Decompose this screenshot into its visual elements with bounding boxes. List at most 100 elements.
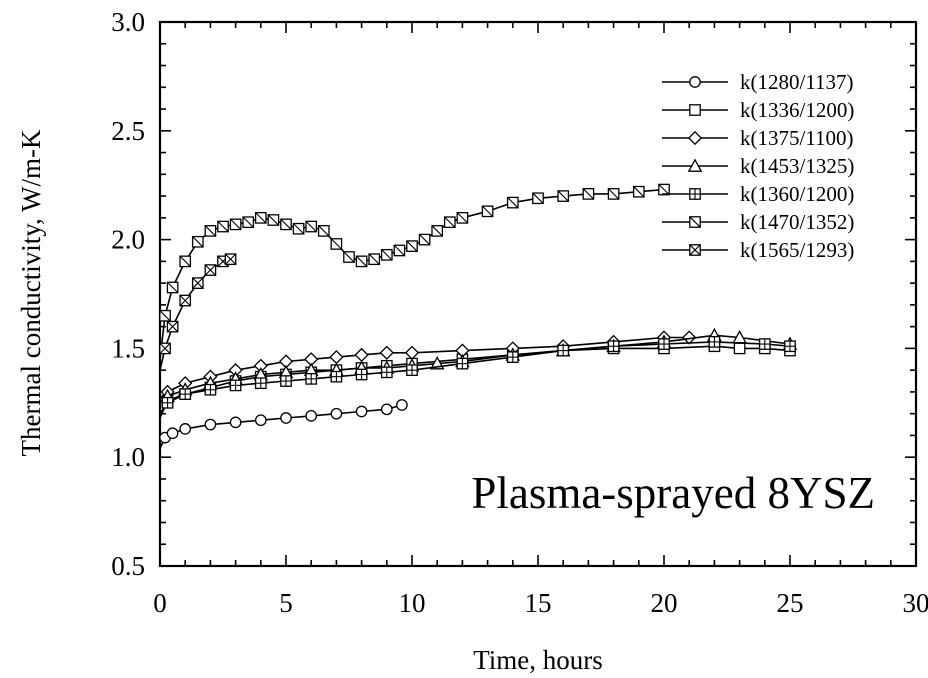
- data-point: [280, 412, 292, 424]
- data-point: [159, 342, 171, 355]
- x-tick-label: 5: [279, 588, 293, 618]
- data-point: [658, 338, 670, 350]
- data-point: [557, 344, 570, 357]
- data-point: [161, 396, 174, 409]
- x-tick-label: 0: [153, 588, 167, 618]
- data-point: [380, 366, 393, 379]
- data-point: [191, 277, 204, 289]
- data-point: [406, 364, 418, 377]
- y-tick-label: 1.5: [111, 333, 145, 363]
- data-point: [532, 192, 544, 205]
- data-point: [224, 253, 237, 266]
- axis-tick-labels: 0 5 10 15 20 25 30 0.5 1.0 1.5 2.0 2.5 3.0: [111, 7, 928, 618]
- legend-label: k(1360/1200): [740, 182, 854, 206]
- data-point: [159, 309, 171, 322]
- y-tick-label: 3.0: [111, 7, 145, 37]
- data-point: [396, 399, 408, 411]
- data-point: [242, 216, 255, 229]
- x-tick-label: 20: [651, 588, 678, 618]
- legend-label: k(1375/1100): [740, 126, 854, 150]
- x-tick-label: 25: [777, 588, 804, 618]
- y-axis-label: Thermal conductivity, W/m-K: [16, 129, 46, 456]
- data-point: [784, 340, 796, 353]
- data-point: [632, 185, 645, 198]
- legend: k(1280/1137) k(1336/1200) k(1375/1100) k(14…: [662, 70, 854, 262]
- x-tick-label: 30: [903, 588, 928, 618]
- legend-entry: k(1470/1352): [662, 210, 854, 234]
- data-point: [343, 251, 355, 263]
- legend-entry: k(1375/1100): [662, 126, 854, 150]
- data-point: [292, 222, 305, 235]
- legend-marker: [687, 130, 703, 146]
- axis-ticks: [159, 21, 917, 567]
- series-layer: [159, 183, 798, 449]
- data-point: [305, 220, 318, 233]
- x-axis-label: Time, hours: [473, 645, 603, 675]
- data-point: [229, 218, 242, 231]
- series-line: [159, 345, 791, 419]
- data-point: [431, 225, 444, 237]
- legend-marker: [689, 76, 701, 88]
- x-tick-label: 10: [399, 588, 426, 618]
- data-point: [379, 345, 394, 360]
- series-k(1360/1200): [159, 336, 796, 415]
- y-tick-label: 2.0: [111, 225, 145, 255]
- data-point: [506, 196, 519, 209]
- x-tick-label: 15: [525, 588, 552, 618]
- legend-label: k(1565/1293): [740, 238, 854, 262]
- data-point: [267, 214, 280, 226]
- data-point: [354, 347, 369, 363]
- data-point: [456, 357, 469, 370]
- data-point: [166, 320, 179, 333]
- legend-label: k(1280/1137): [740, 70, 854, 94]
- y-tick-label: 2.5: [111, 116, 145, 146]
- data-point: [380, 403, 393, 416]
- data-point: [582, 188, 595, 200]
- data-point: [557, 190, 570, 202]
- data-point: [418, 233, 431, 246]
- legend-entry: k(1565/1293): [662, 238, 854, 262]
- legend-entry: k(1280/1137): [662, 70, 854, 94]
- data-point: [607, 188, 620, 200]
- y-tick-label: 1.0: [111, 442, 145, 472]
- legend-entry: k(1453/1325): [662, 154, 854, 178]
- data-point: [204, 418, 217, 431]
- data-point: [456, 211, 469, 224]
- legend-label: k(1336/1200): [740, 98, 854, 122]
- data-point: [229, 416, 242, 429]
- data-point: [355, 255, 368, 268]
- data-point: [317, 225, 330, 237]
- legend-marker: [689, 188, 701, 200]
- series-k(1565/1293): [159, 253, 237, 371]
- y-tick-label: 0.5: [111, 551, 145, 581]
- data-point: [280, 375, 292, 387]
- legend-label: k(1453/1325): [740, 154, 854, 178]
- data-point: [330, 407, 343, 420]
- data-point: [758, 338, 771, 350]
- legend-marker: [689, 216, 701, 228]
- legend-marker: [687, 158, 703, 172]
- data-point: [330, 370, 343, 383]
- data-point: [733, 342, 746, 355]
- data-point: [179, 423, 192, 435]
- data-point: [481, 205, 494, 218]
- data-point: [607, 340, 620, 353]
- chart-annotation: Plasma-sprayed 8YSZ: [471, 468, 875, 518]
- data-point: [506, 351, 519, 363]
- data-point: [368, 253, 381, 266]
- data-point: [217, 220, 229, 233]
- data-point: [254, 211, 267, 224]
- data-point: [305, 410, 318, 422]
- data-point: [280, 218, 292, 231]
- data-point: [330, 238, 343, 250]
- data-point: [179, 388, 192, 400]
- legend-marker: [689, 244, 701, 256]
- data-point: [179, 255, 192, 268]
- series-k(1280/1137): [159, 399, 408, 449]
- legend-entry: k(1360/1200): [662, 182, 854, 206]
- data-point: [204, 264, 217, 276]
- data-point: [393, 244, 406, 257]
- legend-label: k(1470/1352): [740, 210, 854, 234]
- legend-entry: k(1336/1200): [662, 98, 854, 122]
